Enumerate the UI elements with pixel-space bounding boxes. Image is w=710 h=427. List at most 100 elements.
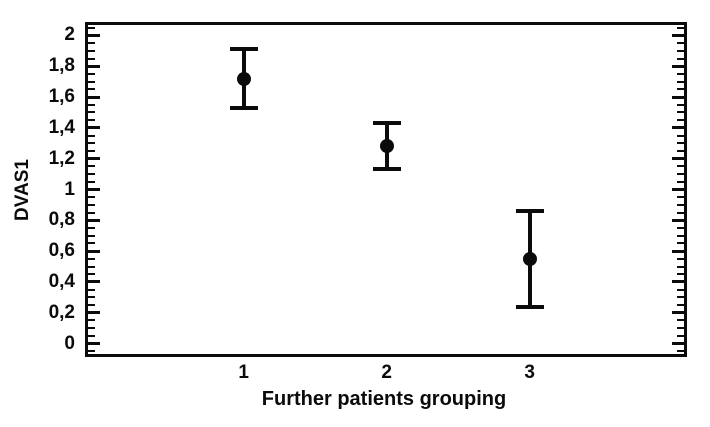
y-minor-tick-left	[88, 165, 95, 168]
y-minor-tick-right	[677, 203, 684, 206]
data-point-marker	[522, 251, 537, 266]
y-minor-tick-left	[88, 173, 95, 176]
y-minor-tick-left	[88, 242, 95, 245]
y-minor-tick-right	[677, 319, 684, 322]
y-minor-tick-left	[88, 234, 95, 237]
y-minor-tick-left	[88, 296, 95, 299]
y-minor-tick-right	[677, 350, 684, 353]
y-minor-tick-right	[677, 196, 684, 199]
y-tick-label: 0,4	[48, 270, 75, 292]
y-minor-tick-left	[88, 273, 95, 276]
y-minor-tick-left	[88, 203, 95, 206]
y-major-tick-right	[672, 280, 684, 284]
y-major-tick-right	[672, 218, 684, 222]
y-minor-tick-left	[88, 211, 95, 214]
y-minor-tick-left	[88, 26, 95, 29]
y-minor-tick-left	[88, 334, 95, 337]
y-major-tick-left	[88, 218, 100, 222]
plot-area	[85, 22, 687, 357]
y-minor-tick-right	[677, 242, 684, 245]
y-tick-label: 2	[64, 24, 75, 46]
y-major-tick-left	[88, 188, 100, 191]
y-major-tick-left	[88, 33, 100, 37]
y-major-tick-right	[672, 64, 684, 68]
y-minor-tick-right	[677, 57, 684, 60]
y-minor-tick-left	[88, 42, 95, 45]
x-tick-label: 3	[524, 362, 535, 383]
y-minor-tick-right	[677, 334, 684, 337]
y-tick-label: 0,8	[48, 209, 75, 231]
y-tick-label: 0	[64, 332, 75, 354]
y-major-tick-right	[672, 249, 684, 253]
x-tick-label: 1	[238, 362, 249, 383]
error-bar-cap-top	[372, 121, 401, 126]
y-minor-tick-left	[88, 304, 95, 307]
y-minor-tick-left	[88, 149, 95, 152]
error-bar-cap-bottom	[372, 167, 401, 172]
y-minor-tick-left	[88, 327, 95, 330]
y-minor-tick-right	[677, 49, 684, 52]
y-minor-tick-left	[88, 142, 95, 145]
y-major-tick-right	[672, 342, 684, 346]
y-minor-tick-left	[88, 180, 95, 183]
y-tick-label: 0,6	[48, 240, 75, 262]
y-minor-tick-left	[88, 227, 95, 230]
y-major-tick-right	[672, 33, 684, 37]
y-minor-tick-left	[88, 288, 95, 291]
y-minor-tick-right	[677, 296, 684, 299]
y-minor-tick-left	[88, 57, 95, 60]
data-point-marker	[236, 71, 251, 86]
y-minor-tick-right	[677, 165, 684, 168]
y-minor-tick-right	[677, 80, 684, 83]
data-point-marker	[379, 139, 394, 154]
y-tick-label: 1	[64, 178, 75, 200]
y-major-tick-left	[88, 95, 100, 99]
y-minor-tick-right	[677, 211, 684, 214]
y-tick-label: 1,2	[48, 147, 75, 169]
y-major-tick-left	[88, 157, 100, 161]
y-minor-tick-left	[88, 88, 95, 91]
y-minor-tick-right	[677, 257, 684, 260]
y-minor-tick-right	[677, 273, 684, 276]
y-minor-tick-right	[677, 111, 684, 114]
y-minor-tick-right	[677, 88, 684, 91]
y-major-tick-right	[672, 95, 684, 99]
error-bar-cap-bottom	[515, 304, 544, 309]
y-minor-tick-right	[677, 42, 684, 45]
y-minor-tick-right	[677, 134, 684, 137]
error-bar-cap-top	[229, 47, 258, 52]
y-minor-tick-left	[88, 257, 95, 260]
y-minor-tick-right	[677, 265, 684, 268]
y-minor-tick-right	[677, 26, 684, 29]
y-minor-tick-left	[88, 319, 95, 322]
x-axis-title: Further patients grouping	[261, 388, 507, 410]
x-tick-label: 2	[381, 362, 392, 383]
y-minor-tick-right	[677, 149, 684, 152]
y-minor-tick-right	[677, 227, 684, 230]
y-tick-label: 1,4	[48, 116, 75, 138]
y-minor-tick-left	[88, 350, 95, 353]
y-minor-tick-left	[88, 80, 95, 83]
y-minor-tick-left	[88, 72, 95, 75]
y-minor-tick-left	[88, 49, 95, 52]
y-minor-tick-left	[88, 119, 95, 122]
y-minor-tick-right	[677, 173, 684, 176]
y-minor-tick-left	[88, 111, 95, 114]
y-major-tick-left	[88, 64, 100, 68]
y-minor-tick-right	[677, 327, 684, 330]
y-tick-label: 1,6	[48, 86, 75, 108]
y-major-tick-left	[88, 311, 100, 315]
y-major-tick-left	[88, 126, 100, 130]
y-minor-tick-right	[677, 103, 684, 106]
y-major-tick-right	[672, 157, 684, 161]
error-bar-cap-bottom	[229, 105, 258, 110]
y-major-tick-left	[88, 280, 100, 284]
y-major-tick-left	[88, 342, 100, 346]
y-major-tick-right	[672, 126, 684, 130]
y-major-tick-right	[672, 188, 684, 191]
y-minor-tick-right	[677, 288, 684, 291]
y-minor-tick-left	[88, 265, 95, 268]
error-bar-cap-top	[515, 209, 544, 214]
y-minor-tick-right	[677, 304, 684, 307]
y-tick-label: 1,8	[48, 55, 75, 77]
